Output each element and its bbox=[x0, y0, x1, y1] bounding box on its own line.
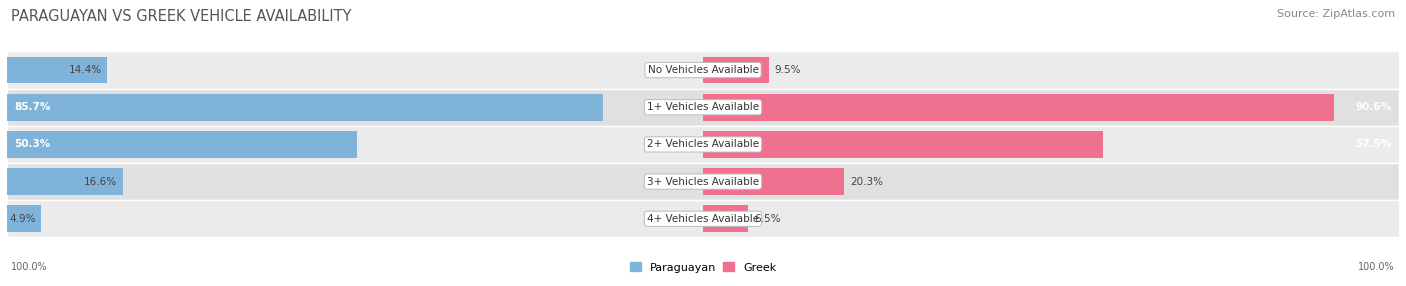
Text: 85.7%: 85.7% bbox=[14, 102, 51, 112]
Text: Source: ZipAtlas.com: Source: ZipAtlas.com bbox=[1277, 9, 1395, 19]
Text: 100.0%: 100.0% bbox=[11, 262, 48, 272]
Text: 57.5%: 57.5% bbox=[1355, 140, 1392, 149]
Text: 1+ Vehicles Available: 1+ Vehicles Available bbox=[647, 102, 759, 112]
Legend: Paraguayan, Greek: Paraguayan, Greek bbox=[627, 260, 779, 275]
Text: 4.9%: 4.9% bbox=[8, 214, 35, 224]
Text: 16.6%: 16.6% bbox=[84, 177, 117, 186]
Text: PARAGUAYAN VS GREEK VEHICLE AVAILABILITY: PARAGUAYAN VS GREEK VEHICLE AVAILABILITY bbox=[11, 9, 352, 23]
Text: 4+ Vehicles Available: 4+ Vehicles Available bbox=[647, 214, 759, 224]
Text: 6.5%: 6.5% bbox=[754, 214, 780, 224]
Text: 100.0%: 100.0% bbox=[1358, 262, 1395, 272]
Text: 2+ Vehicles Available: 2+ Vehicles Available bbox=[647, 140, 759, 149]
Text: 9.5%: 9.5% bbox=[775, 65, 801, 75]
Text: 20.3%: 20.3% bbox=[849, 177, 883, 186]
Text: 90.6%: 90.6% bbox=[1355, 102, 1392, 112]
Text: No Vehicles Available: No Vehicles Available bbox=[648, 65, 758, 75]
Text: 50.3%: 50.3% bbox=[14, 140, 51, 149]
Text: 14.4%: 14.4% bbox=[69, 65, 101, 75]
Text: 3+ Vehicles Available: 3+ Vehicles Available bbox=[647, 177, 759, 186]
